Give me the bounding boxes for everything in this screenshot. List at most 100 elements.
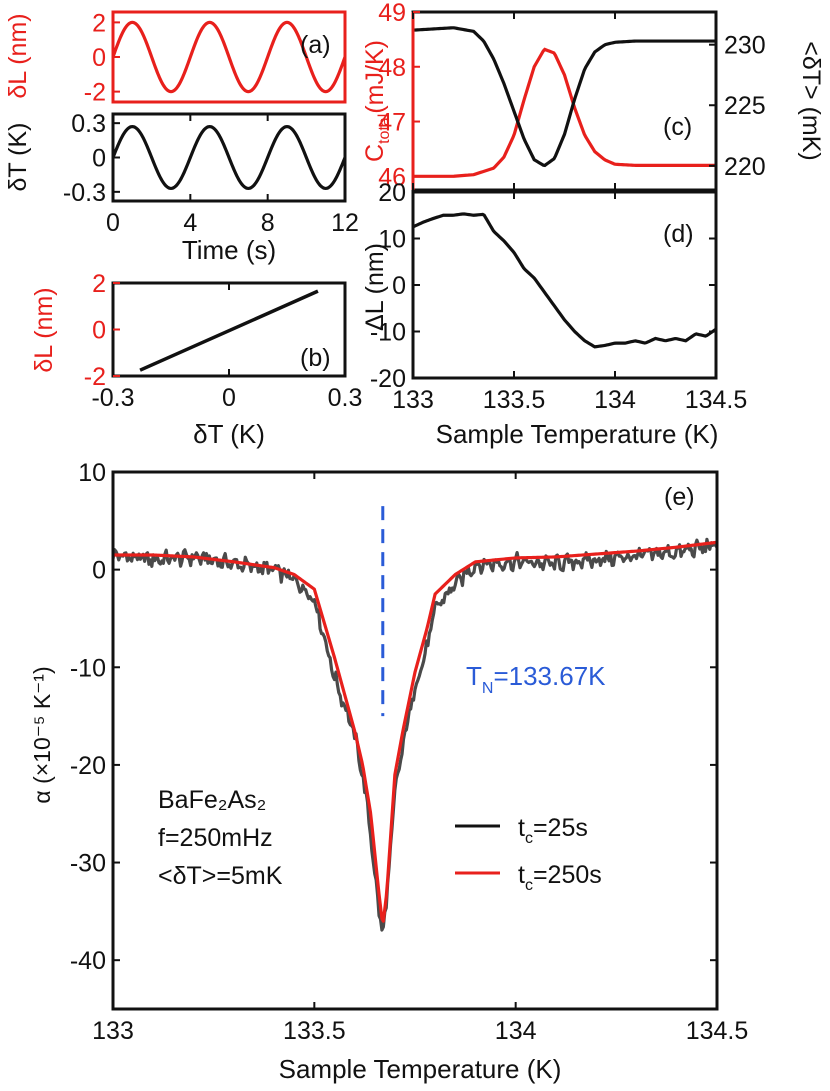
legend-tc25-sub: c [525, 830, 533, 847]
panel-a-ticks: 0 4 8 12-202-0.300.3 [63, 9, 359, 237]
panel-b-xtick-label: 0.3 [328, 384, 363, 412]
panel-b-xlabel: δT (K) [193, 419, 265, 449]
panel-b-ytick-label: -2 [84, 363, 106, 391]
panel-a-bottom-ytick-label: 0.3 [71, 110, 106, 138]
panel-e-ylabel: α (×10⁻⁵ K⁻¹) [29, 666, 55, 803]
panel-a-bottom-series [113, 124, 345, 191]
panel-a-xlabel: Time (s) [182, 235, 276, 265]
panel-e-xtick-label: 134 [495, 1017, 537, 1045]
panel-e-ytick-label: -40 [70, 947, 106, 975]
panel-b-ylabel: δL (nm) [30, 287, 58, 372]
panel-c-ylabel-left-unit: (mJ/K) [361, 40, 389, 114]
panel-c-line-right [413, 26, 716, 168]
panel-d-label: (d) [663, 220, 694, 248]
panel-d-xtick-label: 134 [594, 386, 636, 414]
legend-tc25-prefix: t [518, 814, 525, 842]
panel-b: -0.3 0 0.3 -2 0 2 (b) δT (K) δL (nm) [30, 270, 362, 449]
panel-c-ticks: 46 47 48 49 220 225 230 [378, 0, 766, 191]
panel-e-tn-label: TN=133.67K [466, 661, 606, 697]
panel-c-left-ytick-label: 48 [378, 54, 406, 82]
panel-e-xtick-label: 133.5 [283, 1017, 346, 1045]
legend-tc250-sub: c [525, 877, 533, 894]
panel-a-top-ytick-label: 2 [92, 9, 106, 37]
panel-c-ytick-label-right: 225 [724, 92, 766, 120]
panel-e-series [113, 537, 717, 932]
panel-a-top-series [113, 20, 345, 94]
panel-c-series [413, 26, 716, 178]
panel-e-ytick-label: -20 [70, 752, 106, 780]
panel-b-ytick-label: 2 [92, 270, 106, 298]
panel-a-bottom-ylabel: δT (K) [4, 122, 32, 191]
panel-d-ylabel: ΔL (nm) [361, 243, 389, 331]
panel-b-ytick-label: 0 [92, 317, 106, 345]
panel-e-label: (e) [664, 483, 695, 511]
panel-a-bottom-ytick-label: -0.3 [63, 179, 106, 207]
panel-a-xtick-label: 8 [261, 209, 275, 237]
panel-e-tn-sub: N [482, 680, 494, 697]
panel-c-left-ytick-label: 46 [378, 163, 406, 191]
panel-b-xtick-label: -0.3 [91, 384, 134, 412]
panel-e-frame [111, 470, 719, 1011]
panel-c-ylabel-left-sub: total [376, 114, 393, 144]
panel-a-xtick-label: 0 [106, 209, 120, 237]
panel-e-ytick-label: 0 [92, 557, 106, 585]
annotation-amplitude: <δT>=5mK [158, 862, 283, 890]
panel-e: 133 133.5 134 134.5 -40 -30 -20 -10 0 10 (e) Samp… [29, 459, 748, 1084]
panel-c-ylabel-left: Ctotal(mJ/K) [361, 40, 393, 162]
panel-e-tn-main: T [466, 661, 482, 691]
panel-c-ylabel-right: <δT> (mK) [797, 41, 825, 160]
legend-tc250-rest: =250s [533, 861, 602, 889]
legend-tc25-rest: =25s [533, 814, 588, 842]
legend-label-tc250: tc=250s [518, 861, 602, 894]
panel-d-xtick-label: 133.5 [483, 386, 546, 414]
panel-e-ytick-label: -30 [70, 850, 106, 878]
panel-b-ticks: -0.3 0 0.3 -2 0 2 [84, 270, 363, 412]
panel-c-label: (c) [663, 113, 692, 141]
legend-tc250-prefix: t [518, 861, 525, 889]
panel-d-xtick-label: 134.5 [685, 386, 748, 414]
panel-d-series [413, 212, 716, 349]
panel-d-ytick-label: 0 [392, 272, 406, 300]
panel-d-ytick-label: -20 [370, 365, 406, 393]
panel-a-top-ytick-label: -2 [84, 79, 106, 107]
panel-d-xlabel: Sample Temperature (K) [436, 419, 719, 449]
panel-c-ytick-label-right: 220 [724, 153, 766, 181]
panel-d-ytick-label: 20 [378, 179, 406, 207]
panel-e-ticks: 133 133.5 134 134.5 -40 -30 -20 -10 0 10 [70, 459, 748, 1045]
panel-c: 46 47 48 49 220 225 230 (c) Ctotal(mJ/K) <δT> … [361, 0, 825, 192]
panel-e-ytick-label: -10 [70, 654, 106, 682]
legend-label-tc25: tc=25s [518, 814, 588, 847]
panel-c-ytick-label-right: 230 [724, 32, 766, 60]
panel-e-xtick-label: 133 [92, 1017, 134, 1045]
annotation-frequency: f=250mHz [158, 824, 273, 852]
panel-a-top-ytick-label: 0 [92, 44, 106, 72]
panel-b-label: (b) [300, 344, 331, 372]
panel-e-xtick-label: 134.5 [686, 1017, 749, 1045]
panel-d-xtick-label: 133 [392, 386, 434, 414]
legend: tc=25s tc=250s [455, 814, 602, 894]
panel-a-bottom-ytick-label: 0 [92, 145, 106, 173]
panel-c-left-ytick-label: 49 [378, 0, 406, 27]
panel-c-left-ytick-label: 47 [378, 109, 406, 137]
panel-e-tn-rest: =133.67K [493, 661, 606, 691]
panel-c-ylabel-left-main: C [361, 144, 389, 162]
panel-a: 0 4 8 12-202-0.300.3 (a) Time (s) δL (nm) δ… [4, 9, 359, 265]
panel-d-ytick-label: 10 [378, 226, 406, 254]
panel-a-xtick-label: 4 [183, 209, 197, 237]
panel-a-xtick-label: 12 [331, 209, 359, 237]
panel-b-xtick-label: 0 [222, 384, 236, 412]
panel-d-ticks: 133 133.5 134 134.5 -20 -10 0 10 20 [370, 179, 747, 414]
panel-a-line-δT [113, 124, 345, 191]
panel-d: 133 133.5 134 134.5 -20 -10 0 10 20 (d) Sample T… [361, 179, 747, 449]
panel-b-line [139, 289, 319, 372]
panel-d-ytick-label: -10 [370, 319, 406, 347]
panel-e-line-tc250 [113, 540, 717, 923]
panel-a-label: (a) [300, 31, 331, 59]
panel-a-top-ylabel: δL (nm) [4, 13, 32, 98]
annotation-sample: BaFe₂As₂ [158, 786, 266, 814]
panel-e-ytick-label: 10 [78, 459, 106, 487]
panel-a-line-δL [113, 20, 345, 94]
panel-d-line [413, 212, 716, 349]
panel-e-xlabel: Sample Temperature (K) [279, 1054, 562, 1084]
